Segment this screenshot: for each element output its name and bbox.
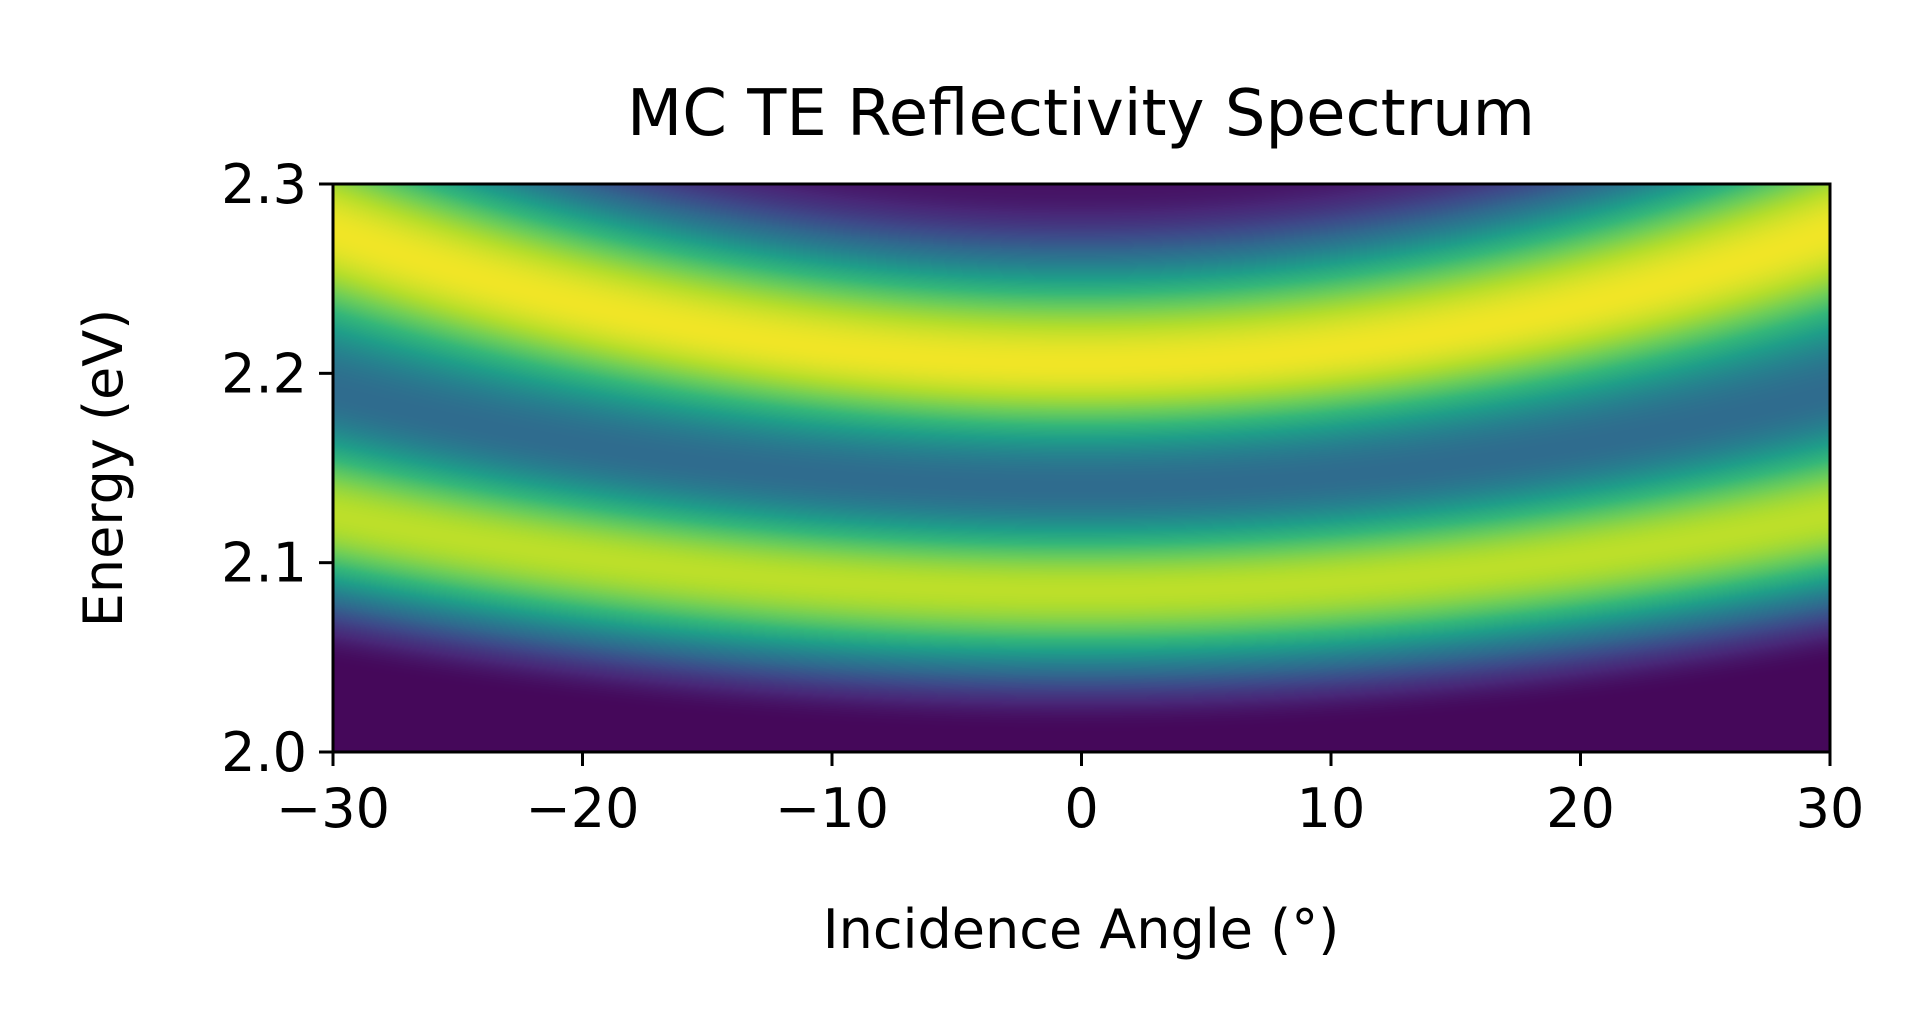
- x-axis: −30 −20 −10 0 10 20 30: [276, 752, 1864, 840]
- x-tick-label: 10: [1297, 777, 1366, 840]
- y-axis-label: Energy (eV): [72, 309, 135, 628]
- y-tick-label: 2.1: [221, 532, 307, 595]
- heatmap-image: [333, 184, 1830, 752]
- x-tick-label: −10: [775, 777, 889, 840]
- x-tick-label: 20: [1546, 777, 1615, 840]
- y-axis: 2.0 2.1 2.2 2.3: [221, 153, 333, 784]
- y-tick-label: 2.2: [221, 342, 307, 405]
- x-tick-label: −20: [526, 777, 640, 840]
- x-axis-label: Incidence Angle (°): [823, 898, 1340, 961]
- chart-title: MC TE Reflectivity Spectrum: [627, 77, 1535, 151]
- x-tick-label: −30: [276, 777, 390, 840]
- x-tick-label: 0: [1064, 777, 1098, 840]
- x-tick-label: 30: [1796, 777, 1865, 840]
- plot-frame: [331, 182, 1832, 754]
- y-tick-label: 2.0: [221, 721, 307, 784]
- y-tick-label: 2.3: [221, 153, 307, 216]
